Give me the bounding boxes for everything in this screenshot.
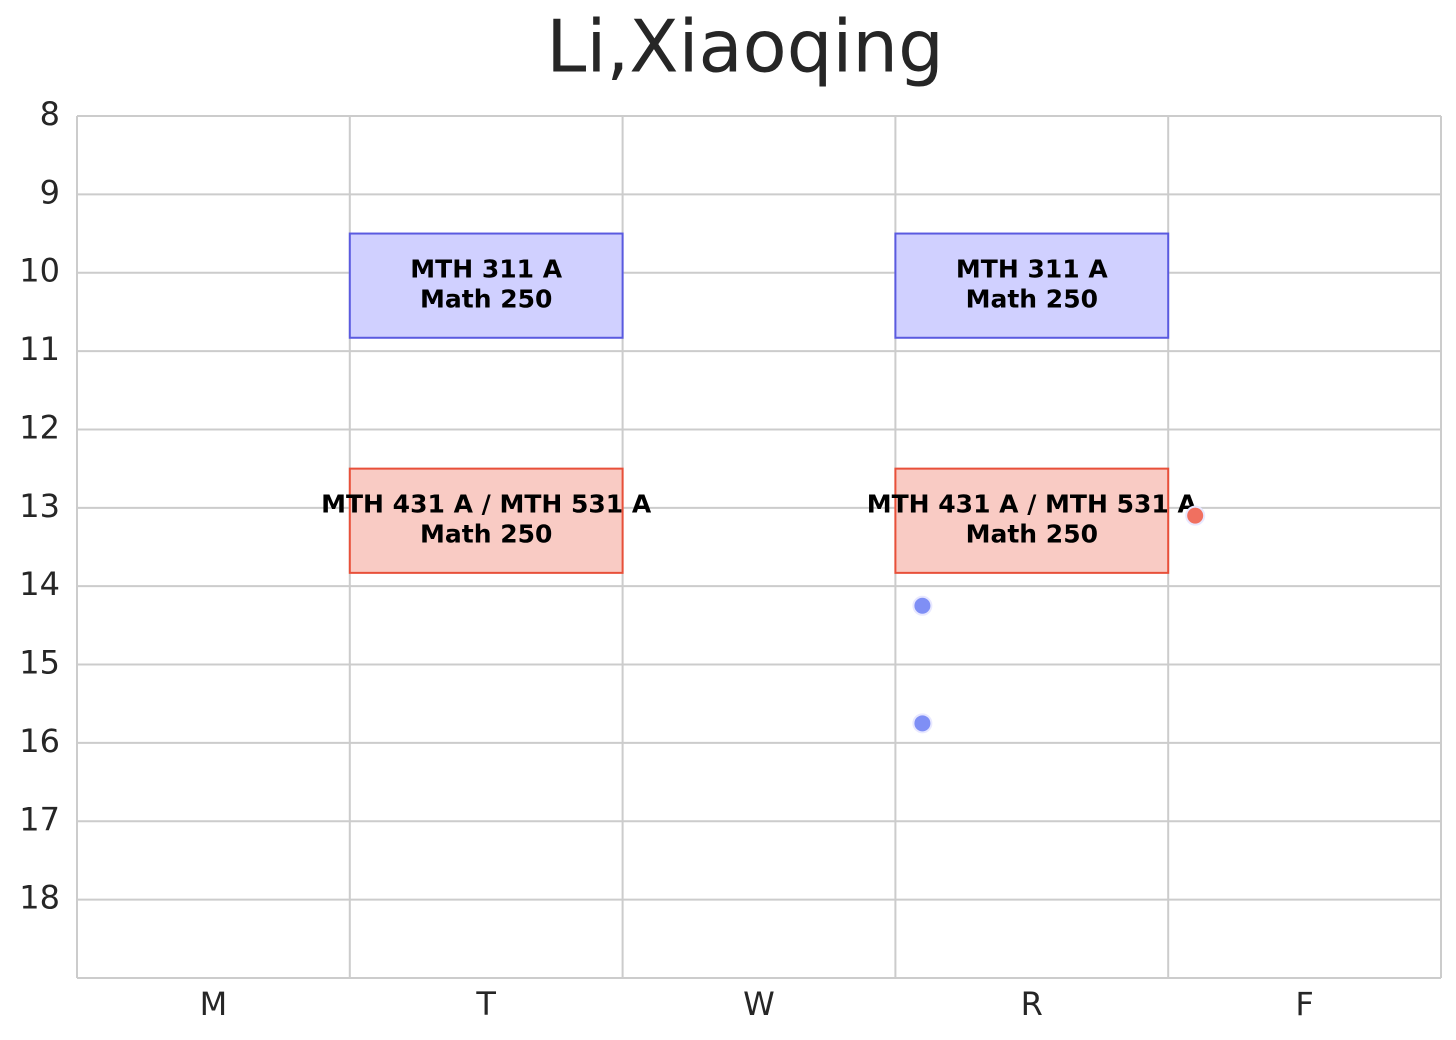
y-tick-label: 12 <box>19 408 60 446</box>
x-tick-label: W <box>743 985 775 1023</box>
event-block <box>894 232 1170 339</box>
x-tick-label: F <box>1295 985 1313 1023</box>
event-block <box>348 232 624 339</box>
y-tick-label: 13 <box>19 487 60 525</box>
x-tick-label: M <box>200 985 228 1023</box>
y-tick-label: 11 <box>19 330 60 368</box>
y-tick-label: 8 <box>40 95 60 133</box>
y-tick-label: 17 <box>19 800 60 838</box>
x-tick-label: R <box>1021 985 1043 1023</box>
y-tick-label: 10 <box>19 252 60 290</box>
event-block <box>348 467 624 574</box>
y-tick-label: 15 <box>19 644 60 682</box>
marker-dot <box>912 713 933 734</box>
marker-dot <box>1185 505 1206 526</box>
event-course: MTH 311 A <box>410 255 562 284</box>
x-tick-label: T <box>475 985 496 1023</box>
event-course: MTH 431 A / MTH 531 A <box>867 490 1198 519</box>
y-tick-label: 14 <box>19 565 60 603</box>
marker-dot <box>912 595 933 616</box>
event-room: Math 250 <box>966 520 1098 549</box>
event-course: MTH 311 A <box>956 255 1108 284</box>
y-tick-label: 9 <box>40 173 60 211</box>
event-block <box>894 467 1170 574</box>
event-room: Math 250 <box>420 285 552 314</box>
y-tick-label: 16 <box>19 722 60 760</box>
event-room: Math 250 <box>420 520 552 549</box>
y-tick-label: 18 <box>19 879 60 917</box>
event-room: Math 250 <box>966 285 1098 314</box>
event-course: MTH 431 A / MTH 531 A <box>321 490 652 519</box>
chart-title: Li,Xiaoqing <box>546 5 944 89</box>
